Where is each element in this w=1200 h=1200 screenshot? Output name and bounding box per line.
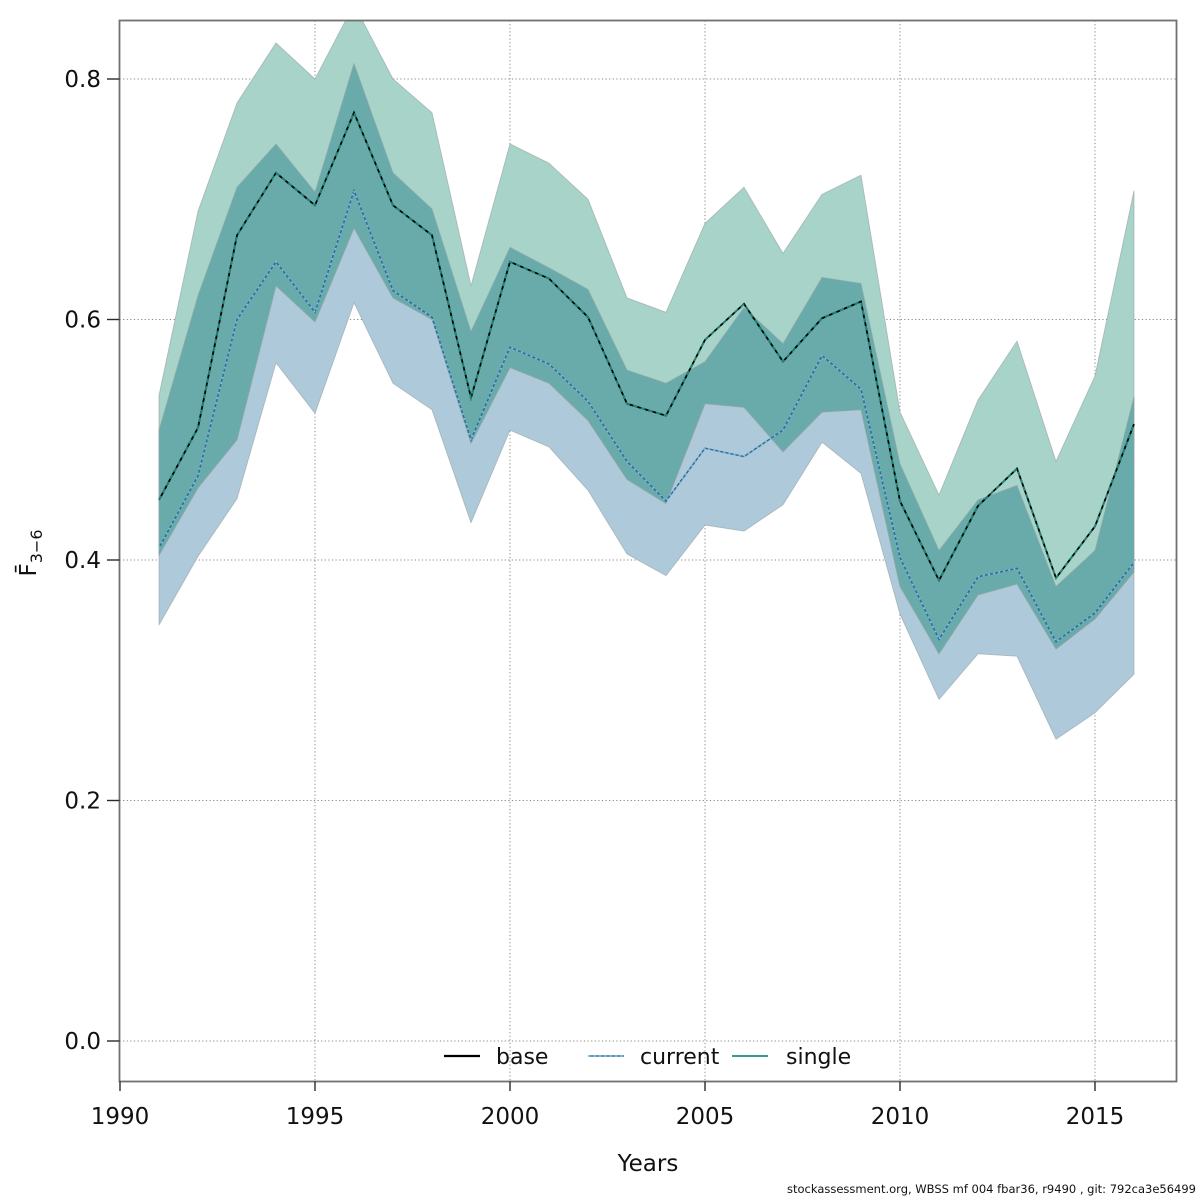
y-tick-label: 0.0: [64, 1029, 101, 1055]
y-tick-label: 0.6: [64, 308, 101, 334]
x-tick-label: 2015: [1066, 1104, 1125, 1130]
single-line: [158, 110, 1135, 583]
x-tick-label: 2005: [676, 1104, 735, 1130]
x-tick-label: 2000: [481, 1104, 540, 1130]
x-tick-label: 1995: [286, 1104, 345, 1130]
legend-label-single: single: [786, 1045, 851, 1070]
legend-label-current: current: [640, 1045, 720, 1070]
axis-tick-labels: 0.0 0.2 0.4 0.6 0.8 1990 1995 2000 2005 2010 2015: [64, 67, 1124, 1130]
y-tick-label: 0.2: [64, 789, 101, 815]
series-lines: [158, 110, 1135, 644]
ribbons: [158, 20, 1135, 740]
current-line-underlay: [158, 188, 1135, 643]
axis-ticks: [107, 78, 1096, 1091]
x-axis-title: Years: [617, 1151, 679, 1177]
y-tick-label: 0.4: [64, 548, 101, 574]
y-axis-title-main: F̄: [14, 563, 42, 576]
y-axis-title-sub: 3−6: [27, 530, 46, 564]
footer-text: stockassessment.org, WBSS mf 004 fbar36,…: [787, 1182, 1196, 1196]
x-tick-label: 2010: [871, 1104, 930, 1130]
x-tick-label: 1990: [91, 1104, 150, 1130]
legend: base current single: [444, 1045, 851, 1070]
y-axis-title: F̄3−6: [14, 530, 46, 577]
ribbon-overlap: [158, 62, 1135, 655]
plot-frame: [118, 19, 1178, 1083]
y-tick-label: 0.8: [64, 67, 101, 93]
legend-label-base: base: [496, 1045, 548, 1070]
